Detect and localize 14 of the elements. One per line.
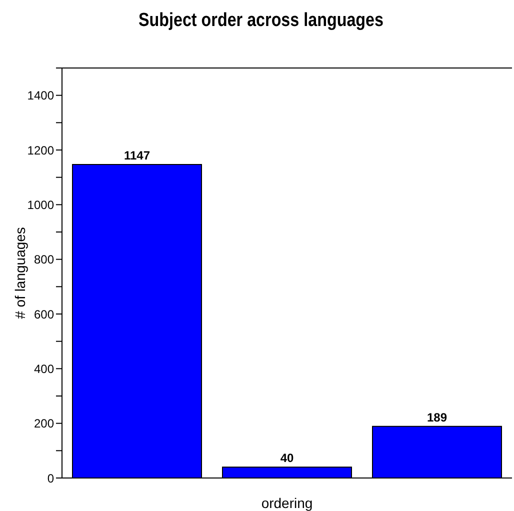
y-tick-label: 1000 xyxy=(27,198,54,212)
data-label: 1147 xyxy=(124,148,150,162)
y-tick-label: 1400 xyxy=(27,88,54,103)
y-axis-title: # of languages xyxy=(12,227,28,319)
y-tick-label: 200 xyxy=(34,416,54,431)
y-tick-label: 400 xyxy=(34,362,54,376)
data-label: 40 xyxy=(280,451,294,466)
y-tick-label: 800 xyxy=(34,252,54,267)
x-axis-title: ordering xyxy=(261,495,313,511)
y-tick-label: 1200 xyxy=(27,143,54,158)
data-label: 189 xyxy=(426,410,448,424)
y-tick-label: 0 xyxy=(47,471,54,486)
y-tick-label: 600 xyxy=(34,307,54,322)
chart-title: Subject order across languages xyxy=(137,10,384,32)
